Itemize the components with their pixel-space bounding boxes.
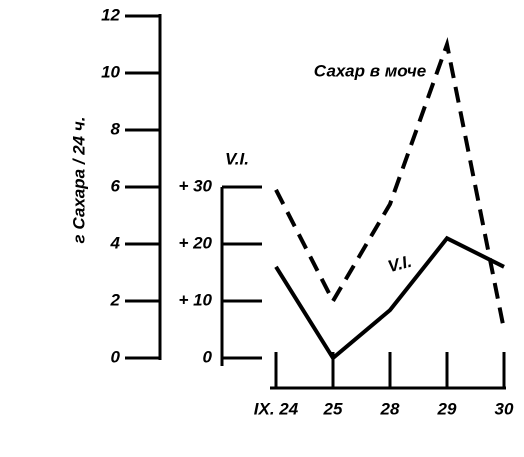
x-tick-label: 29 — [437, 399, 457, 418]
y2-tick-label: + 10 — [178, 290, 212, 309]
y-tick-label: 8 — [111, 119, 121, 138]
y2-tick-label: + 20 — [178, 233, 212, 252]
x-tick-label: 25 — [323, 399, 343, 418]
x-tick-label: IX. 24 — [254, 399, 299, 418]
series-label: V.I. — [386, 252, 414, 277]
y2-tick-label: + 30 — [178, 176, 212, 195]
y-axis-title: г Сахара / 24 ч. — [69, 117, 88, 244]
y-tick-label: 12 — [101, 5, 120, 24]
x-tick-label: 30 — [495, 399, 514, 418]
y2-tick-label: 0 — [203, 347, 213, 366]
y-tick-label: 10 — [101, 62, 120, 81]
y2-axis-title: V.I. — [225, 149, 249, 168]
series-line — [274, 235, 505, 362]
y-tick-label: 6 — [111, 176, 121, 195]
series-label: Сахар в моче — [314, 61, 426, 80]
y-tick-label: 0 — [111, 347, 121, 366]
y-tick-label: 4 — [110, 233, 121, 252]
x-tick-label: 28 — [380, 399, 400, 418]
series-line — [274, 37, 506, 330]
y-tick-label: 2 — [110, 290, 121, 309]
